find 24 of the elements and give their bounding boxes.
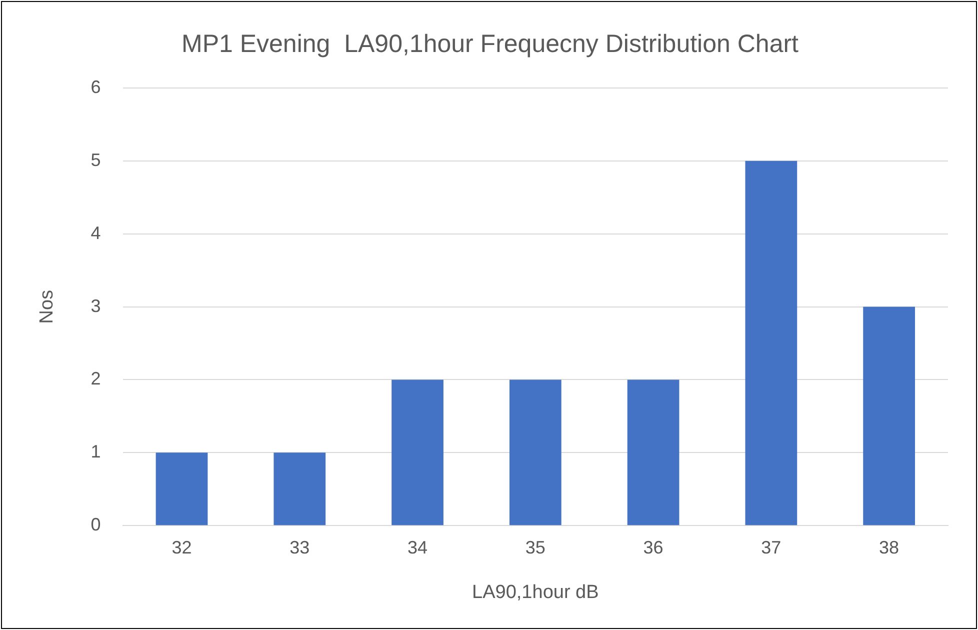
bar xyxy=(863,306,915,526)
x-tick-label: 36 xyxy=(643,537,664,558)
x-axis-title: LA90,1hour dB xyxy=(472,582,599,603)
y-axis-title: Nos xyxy=(36,290,58,324)
y-tick-label: 2 xyxy=(90,368,101,389)
bar xyxy=(156,452,208,526)
x-tick-label: 37 xyxy=(761,537,782,558)
x-tick-label: 33 xyxy=(290,537,310,558)
x-tick-label: 38 xyxy=(879,537,900,558)
x-tick-label: 35 xyxy=(525,537,546,558)
x-tick-label: 34 xyxy=(408,537,428,558)
bar xyxy=(392,380,444,526)
chart-title: MP1 Evening LA90,1hour Frequecny Distribution Chart xyxy=(182,30,799,58)
y-tick-label: 1 xyxy=(90,442,101,462)
x-tick-label: 32 xyxy=(172,537,192,558)
bar xyxy=(509,380,562,526)
bar xyxy=(274,452,326,526)
bar xyxy=(745,160,798,526)
y-tick-label: 6 xyxy=(90,76,101,97)
y-tick-label: 0 xyxy=(90,514,101,535)
y-tick-label: 5 xyxy=(90,150,101,170)
y-tick-label: 3 xyxy=(90,296,101,316)
y-tick-label: 4 xyxy=(90,222,101,243)
bar xyxy=(627,380,680,526)
